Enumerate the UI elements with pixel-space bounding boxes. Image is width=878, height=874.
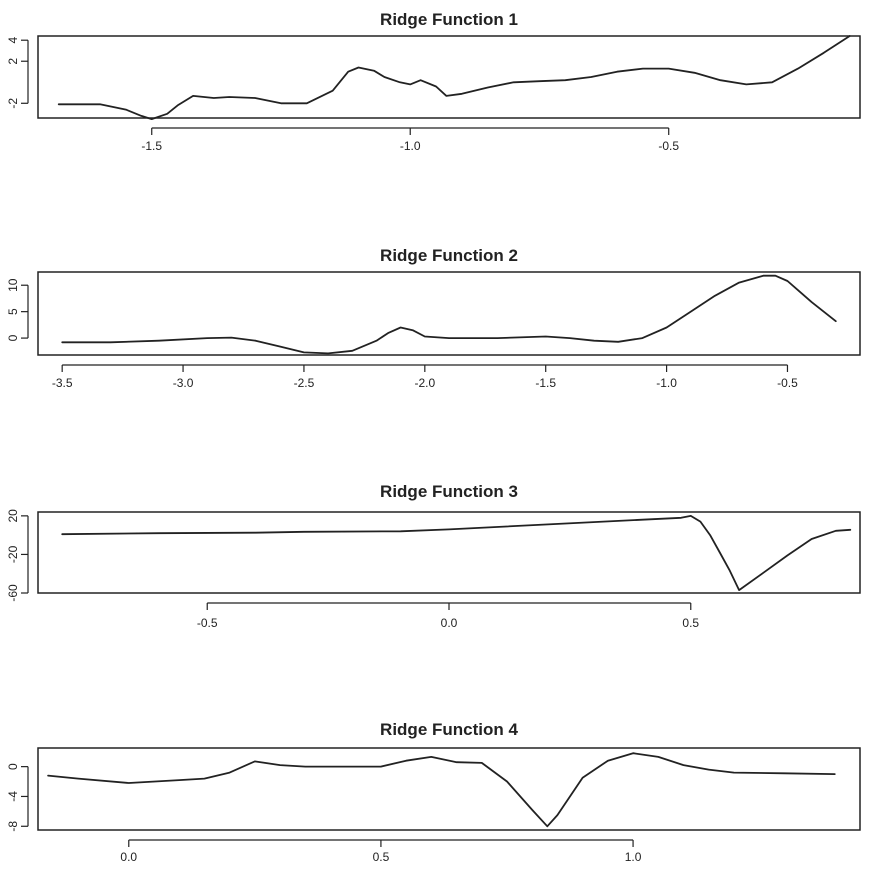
chart-panel-2: Ridge Function 2 -3.5 -3.0 -2.5 -2.0 -1.5 -1.0… (6, 246, 861, 390)
x-tick-label: -1.0 (656, 376, 677, 390)
plot-frame (37, 35, 861, 119)
chart-panel-4: Ridge Function 4 0.0 0.5 1.0 -8 -4 0 (6, 720, 861, 864)
x-tick-label: -1.5 (535, 376, 556, 390)
x-tick-label: -0.5 (197, 616, 218, 630)
ridge-function-line (61, 274, 837, 355)
chart-title: Ridge Function 2 (380, 246, 518, 265)
ridge-function-line (57, 35, 851, 120)
plot-frame (37, 511, 861, 594)
x-tick-label: -0.5 (658, 139, 679, 153)
x-tick-label: 0.5 (373, 850, 390, 864)
chart-panel-1: Ridge Function 1 -1.5 -1.0 -0.5 -2 2 4 (6, 10, 861, 153)
x-tick-label: -2.0 (414, 376, 435, 390)
y-tick-label: 2 (6, 58, 20, 65)
x-tick-label: -1.5 (141, 139, 162, 153)
chart-title: Ridge Function 3 (380, 482, 518, 501)
y-tick-label: -8 (6, 821, 20, 832)
x-tick-label: -1.0 (400, 139, 421, 153)
x-tick-label: 0.5 (682, 616, 699, 630)
chart-title: Ridge Function 4 (380, 720, 518, 739)
y-tick-label: 5 (6, 308, 20, 315)
x-tick-label: 0.0 (441, 616, 458, 630)
y-tick-label: -60 (6, 584, 20, 602)
y-tick-label: -2 (6, 98, 20, 109)
x-tick-label: 1.0 (625, 850, 642, 864)
y-tick-label: 20 (6, 509, 20, 523)
ridge-function-line (47, 752, 836, 828)
chart-panel-3: Ridge Function 3 -0.5 0.0 0.5 -60 -20 20 (6, 482, 861, 630)
x-tick-label: -0.5 (777, 376, 798, 390)
plot-frame (37, 747, 861, 831)
ridge-function-line (61, 515, 852, 591)
y-tick-label: 0 (6, 334, 20, 341)
y-tick-label: 0 (6, 763, 20, 770)
y-tick-label: 10 (6, 278, 20, 292)
chart-title: Ridge Function 1 (380, 10, 518, 29)
x-tick-label: -3.0 (173, 376, 194, 390)
y-tick-label: 4 (6, 37, 20, 44)
y-tick-label: -4 (6, 791, 20, 802)
x-tick-label: -3.5 (52, 376, 73, 390)
y-tick-label: -20 (6, 545, 20, 563)
x-tick-label: 0.0 (120, 850, 137, 864)
x-tick-label: -2.5 (294, 376, 315, 390)
plot-frame (37, 271, 861, 356)
